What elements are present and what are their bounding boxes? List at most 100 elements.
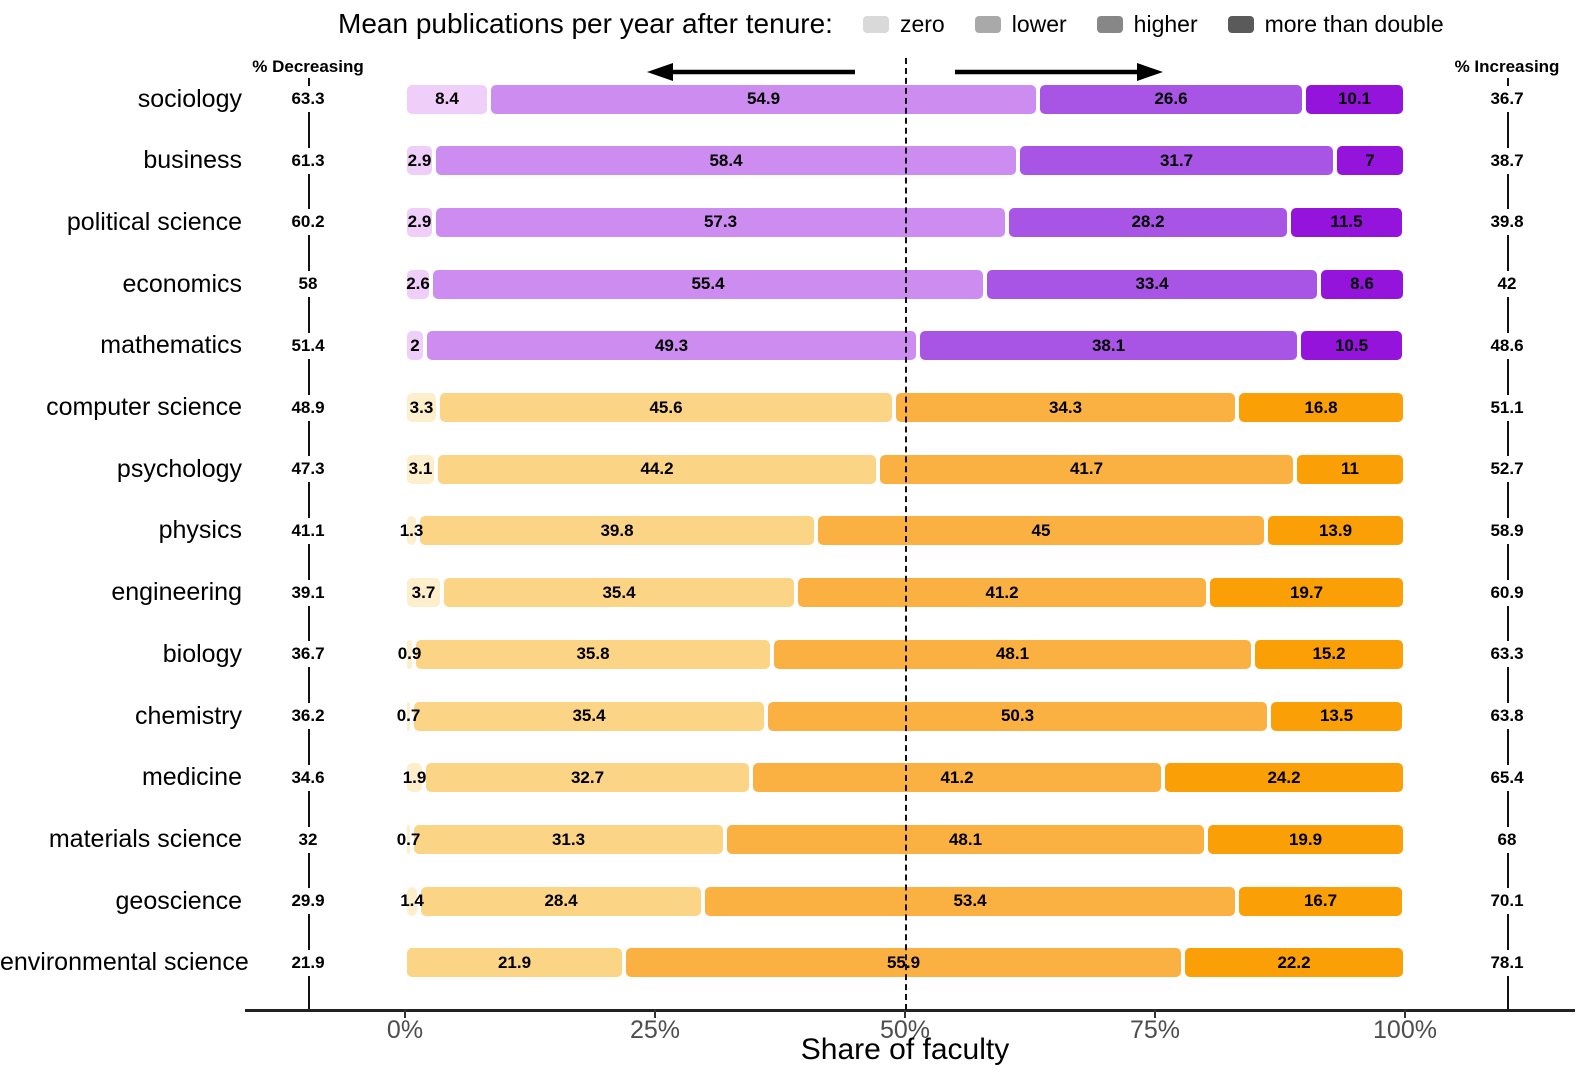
segment-value-label: 2.9	[407, 212, 432, 232]
pct-decreasing-value: 34.6	[289, 764, 327, 791]
segment-higher: 53.4	[703, 884, 1237, 918]
pct-decreasing-value: 32	[296, 826, 320, 853]
segment-more_than_double: 22.2	[1183, 946, 1405, 980]
pct-decreasing-value: 58	[296, 271, 320, 298]
segment-value-label: 8.4	[435, 89, 459, 108]
row-label-business: business	[143, 146, 242, 175]
decreasing-direction-arrow-icon	[647, 63, 855, 81]
segment-higher: 48.1	[772, 637, 1253, 671]
pct-increasing-value: 38.7	[1488, 147, 1526, 174]
decreasing-column-rule	[308, 78, 310, 1010]
segment-value-label: 19.9	[1288, 829, 1323, 849]
segment-value-label: 3.1	[408, 459, 433, 479]
x-axis-line	[245, 1009, 1575, 1012]
segment-value-label: 1.3	[399, 520, 424, 540]
segment-value-label: 34.3	[1048, 397, 1083, 417]
pct-decreasing-value: 48.9	[289, 394, 327, 421]
segment-value-label: 7	[1365, 150, 1375, 170]
segment-more_than_double: 10.1	[1304, 82, 1405, 116]
segment-value-label: 16.8	[1304, 397, 1338, 417]
segment-value-label: 15.2	[1312, 644, 1346, 664]
segment-lower: 58.4	[434, 144, 1018, 178]
pct-decreasing-value: 51.4	[289, 332, 327, 359]
stacked-bar-psychology: 3.1 44.2 41.7 11	[405, 452, 1405, 486]
segment-more_than_double: 11	[1295, 452, 1405, 486]
segment-value-label: 16.7	[1303, 891, 1338, 911]
segment-value-label: 41.2	[940, 767, 974, 787]
segment-value-label: 11.5	[1330, 212, 1363, 232]
pct-decreasing-value: 39.1	[289, 579, 327, 606]
pct-decreasing-value: 36.7	[289, 641, 327, 668]
stacked-bar-biology: 0.9 35.8 48.1 15.2	[398, 637, 1405, 671]
segment-more_than_double: 16.8	[1237, 391, 1405, 425]
segment-higher: 45	[816, 514, 1266, 548]
increasing-column-rule	[1507, 78, 1509, 1010]
segment-value-label: 0.7	[396, 829, 421, 849]
row-label-psychology: psychology	[116, 454, 242, 483]
pct-increasing-value: 63.3	[1488, 641, 1526, 668]
segment-lower: 49.3	[425, 329, 918, 363]
stacked-bar-political-science: 2.9 57.3 28.2 11.5	[405, 205, 1405, 239]
segment-higher: 26.6	[1038, 82, 1304, 116]
x-tick-label: 50%	[879, 1016, 931, 1044]
stacked-bar-materials-science: 0.7 31.3 48.1 19.9	[397, 823, 1405, 857]
segment-value-label: 50.3	[1000, 706, 1035, 726]
segment-more_than_double: 10.5	[1299, 329, 1404, 363]
segment-value-label: 3.7	[411, 582, 436, 602]
segment-higher: 41.2	[796, 576, 1208, 610]
segment-zero: 2	[405, 329, 425, 363]
x-tick-label: 75%	[1129, 1016, 1181, 1044]
segment-lower: 45.6	[438, 391, 894, 425]
segment-value-label: 45.6	[649, 397, 683, 417]
x-tick-label: 25%	[629, 1016, 681, 1044]
segment-zero: 3.3	[405, 391, 438, 425]
legend-swatch-zero-icon	[862, 15, 889, 33]
segment-value-label: 21.9	[497, 952, 532, 972]
segment-value-label: 39.8	[600, 520, 634, 540]
segment-value-label: 45	[1031, 520, 1051, 540]
segment-value-label: 22.2	[1277, 952, 1311, 972]
segment-value-label: 35.4	[602, 582, 636, 602]
stacked-bar-engineering: 3.7 35.4 41.2 19.7	[405, 576, 1405, 610]
segment-lower: 35.4	[442, 576, 796, 610]
segment-value-label: 26.6	[1154, 89, 1188, 108]
legend-label: higher	[1133, 10, 1198, 37]
segment-more_than_double: 15.2	[1253, 637, 1405, 671]
row-label-environmental-science: environmental science	[0, 948, 249, 977]
segment-value-label: 55.4	[691, 274, 725, 294]
pct-decreasing-value: 61.3	[289, 147, 327, 174]
row-label-computer-science: computer science	[46, 393, 242, 422]
legend-item-lower: lower	[974, 10, 1067, 38]
segment-higher: 33.4	[985, 267, 1319, 301]
segment-zero: 1.9	[403, 761, 426, 795]
x-tick-label: 100%	[1373, 1016, 1437, 1044]
chart-header: Mean publications per year after tenure:…	[338, 8, 1444, 40]
segment-value-label: 10.5	[1334, 335, 1369, 355]
segment-value-label: 32.7	[570, 767, 605, 787]
segment-zero: 0.7	[397, 823, 420, 857]
x-tick	[1404, 1009, 1406, 1018]
segment-value-label: 55.9	[886, 952, 921, 972]
legend-label: lower	[1011, 10, 1067, 37]
segment-value-label: 44.2	[640, 459, 674, 479]
segment-lower: 35.8	[414, 637, 772, 671]
segment-lower: 31.3	[412, 823, 725, 857]
segment-zero: 2.9	[405, 205, 434, 239]
segment-zero: 1.4	[400, 884, 424, 918]
segment-higher: 41.2	[751, 761, 1163, 795]
segment-value-label: 53.4	[953, 891, 987, 911]
segment-lower: 28.4	[419, 884, 703, 918]
segment-zero: 3.7	[405, 576, 442, 610]
stacked-bar-computer-science: 3.3 45.6 34.3 16.8	[405, 391, 1405, 425]
stacked-bar-physics: 1.3 39.8 45 13.9	[400, 514, 1405, 548]
pct-increasing-value: 42	[1495, 271, 1519, 298]
segment-zero: 2.6	[405, 267, 431, 301]
segment-value-label: 35.4	[572, 706, 606, 726]
segment-lower: 32.7	[424, 761, 751, 795]
x-axis-title: Share of faculty	[800, 1033, 1010, 1066]
pct-decreasing-value: 21.9	[289, 949, 327, 976]
pct-increasing-value: 51.1	[1488, 394, 1526, 421]
segment-value-label: 35.8	[576, 644, 610, 664]
segment-value-label: 2.9	[407, 150, 432, 170]
